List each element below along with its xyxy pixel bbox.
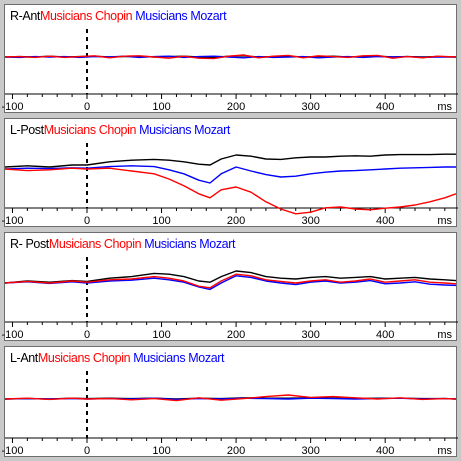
x-tick-label: 100 <box>152 215 170 227</box>
x-tick-label: 400 <box>376 445 394 457</box>
x-unit-label: ms <box>437 215 452 227</box>
panel-title: L-PostMusicians Chopin Musicians Mozart <box>10 123 230 137</box>
panel-label: L-Post <box>10 123 44 137</box>
panel-label: L-Ant <box>10 351 38 365</box>
legend-series-mozart: Musicians Mozart <box>144 237 236 251</box>
panel-title: R-AntMusicians Chopin Musicians Mozart <box>10 9 227 23</box>
x-tick-label: 0 <box>84 215 90 227</box>
x-tick-label: 400 <box>376 215 394 227</box>
legend-series-chopin: Musicians Chopin <box>43 123 137 137</box>
x-tick-label: 0 <box>84 101 90 113</box>
series-line-chopin <box>4 54 457 60</box>
x-unit-label: ms <box>437 445 452 457</box>
series-line-black <box>4 153 456 168</box>
x-tick-label: 100 <box>152 329 170 341</box>
x-unit-label: ms <box>437 329 452 341</box>
chart-panel-l-ant: L-AntMusicians Chopin Musicians Mozart -… <box>1 346 458 457</box>
chart-panel-r-ant: R-AntMusicians Chopin Musicians Mozart -… <box>1 4 458 113</box>
chart-svg: -100 0 100 200 300 400 ms <box>1 371 458 457</box>
x-tick-label: 200 <box>227 215 245 227</box>
series-line-chopin <box>4 273 457 289</box>
series-line-black <box>4 270 457 284</box>
chart-panel-l-post: L-PostMusicians Chopin Musicians Mozart … <box>1 118 458 227</box>
series-line-chopin <box>4 167 457 215</box>
series-line-mozart <box>4 165 456 184</box>
panel-label: R-Ant <box>10 9 40 23</box>
x-unit-label: ms <box>437 101 452 113</box>
panel-label: R- Post <box>10 237 49 251</box>
x-tick-label: -100 <box>1 215 23 227</box>
series-line-chopin <box>4 394 457 402</box>
panel-title: R- PostMusicians Chopin Musicians Mozart <box>10 237 235 251</box>
x-tick-label: 400 <box>376 101 394 113</box>
series-line-mozart <box>4 275 457 291</box>
legend-series-chopin: Musicians Chopin <box>48 237 142 251</box>
x-tick-label: 100 <box>152 445 170 457</box>
x-tick-label: -100 <box>1 101 23 113</box>
chart-svg: -100 0 100 200 300 400 ms <box>1 257 458 341</box>
legend-series-mozart: Musicians Mozart <box>133 351 225 365</box>
x-tick-label: -100 <box>1 445 23 457</box>
chart-svg: -100 0 100 200 300 400 ms <box>1 29 458 113</box>
legend-series-chopin: Musicians Chopin <box>37 351 131 365</box>
chart-panel-r-post: R- PostMusicians Chopin Musicians Mozart… <box>1 232 458 341</box>
x-tick-label: 300 <box>301 445 319 457</box>
x-tick-label: 300 <box>301 329 319 341</box>
legend-series-mozart: Musicians Mozart <box>135 9 227 23</box>
x-tick-label: 400 <box>376 329 394 341</box>
x-tick-label: 0 <box>84 445 90 457</box>
x-tick-label: 300 <box>301 215 319 227</box>
legend-series-mozart: Musicians Mozart <box>139 123 230 137</box>
series-line-mozart <box>4 55 456 59</box>
chart-svg: -100 0 100 200 300 400 ms <box>1 143 458 227</box>
x-tick-label: 300 <box>301 101 319 113</box>
legend-series-chopin: Musicians Chopin <box>39 9 133 23</box>
x-tick-label: 0 <box>84 329 90 341</box>
x-tick-label: 100 <box>152 101 170 113</box>
x-tick-label: 200 <box>227 101 245 113</box>
x-tick-label: 200 <box>227 445 245 457</box>
panel-title: L-AntMusicians Chopin Musicians Mozart <box>10 351 224 365</box>
x-tick-label: 200 <box>227 329 245 341</box>
x-tick-label: -100 <box>1 329 23 341</box>
